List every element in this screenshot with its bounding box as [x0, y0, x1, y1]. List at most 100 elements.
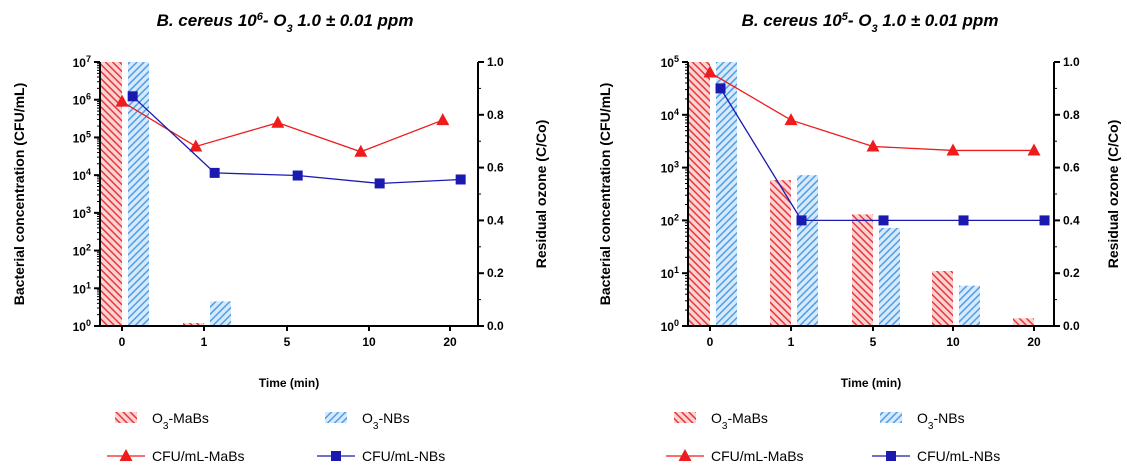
chart-title: B. cereus 106- O3 1.0 ± 0.01 ppm	[157, 11, 414, 35]
tick-exp: 0	[674, 318, 679, 328]
legend-label-cfu-nbs: CFU/mL-NBs	[362, 448, 445, 464]
tick-base: 10	[73, 320, 87, 334]
tick-base: 10	[73, 245, 87, 259]
bar-o3-nbs	[128, 62, 149, 326]
tick-base: 10	[661, 320, 675, 334]
legend-text: O	[711, 410, 722, 426]
title-sub: 3	[871, 23, 877, 35]
y-tick-label: 107	[73, 54, 91, 70]
y2-tick-label: 0.4	[487, 213, 504, 227]
x-tick-label: 5	[870, 335, 877, 349]
marker-cfu-nbs	[455, 174, 466, 185]
y-tick-label: 102	[73, 243, 91, 259]
legend-text: O	[152, 410, 163, 426]
tick-exp: 3	[86, 205, 91, 215]
title-part: - O	[263, 11, 287, 30]
y2-tick-label: 0.6	[1063, 161, 1080, 175]
x-tick-label: 20	[1027, 335, 1041, 349]
tick-base: 10	[661, 214, 675, 228]
marker-cfu-mabs	[115, 94, 129, 107]
legend-swatch-o3-mabs	[115, 412, 137, 423]
x-axis-label: Time (min)	[259, 376, 319, 390]
legend-text: O	[917, 410, 928, 426]
legend-text: -NBs	[933, 410, 964, 426]
chart-panel-2: B. cereus 105- O3 1.0 ± 0.01 ppm10010110…	[597, 11, 1121, 390]
title-part: B. cereus 10	[742, 11, 843, 30]
y2-tick-label: 1.0	[1063, 55, 1080, 69]
tick-exp: 5	[674, 54, 679, 64]
marker-cfu-mabs	[784, 113, 798, 126]
tick-exp: 6	[86, 92, 91, 102]
title-sup: 6	[257, 11, 264, 23]
y2-tick-label: 0.4	[1063, 213, 1080, 227]
y-tick-label: 100	[73, 318, 91, 334]
line-cfu-nbs	[132, 95, 461, 185]
title-part: - O	[848, 11, 872, 30]
y-tick-label: 103	[661, 160, 679, 176]
x-tick-label: 0	[707, 335, 714, 349]
legend-marker-cfu-mabs	[119, 449, 133, 461]
line-cfu-nbs	[719, 88, 1045, 222]
y-tick-label: 100	[661, 318, 679, 334]
y-tick-label: 103	[73, 205, 91, 221]
y-tick-label: 105	[73, 129, 91, 145]
legend-label-o3-nbs: O3-NBs	[917, 410, 965, 432]
y2-tick-label: 1.0	[487, 55, 504, 69]
title-part: 1.0 ± 0.01 ppm	[293, 11, 414, 30]
legend-label-cfu-mabs: CFU/mL-MaBs	[152, 448, 245, 464]
marker-cfu-mabs	[436, 113, 450, 126]
tick-base: 10	[73, 169, 87, 183]
tick-base: 10	[73, 56, 87, 70]
bar-o3-nbs	[797, 175, 818, 326]
y-axis-label: Bacterial concentration (CFU/mL)	[11, 83, 27, 305]
x-tick-label: 0	[119, 335, 126, 349]
y-tick-label: 104	[73, 167, 91, 183]
bar-o3-mabs	[183, 323, 204, 326]
x-axis-label: Time (min)	[841, 376, 901, 390]
y2-tick-label: 0.2	[1063, 266, 1080, 280]
legend-text: -MaBs	[727, 410, 767, 426]
bar-o3-nbs	[879, 227, 900, 326]
y-tick-label: 104	[661, 107, 679, 123]
y2-tick-label: 0.0	[487, 319, 504, 333]
x-tick-label: 20	[443, 335, 457, 349]
marker-cfu-mabs	[866, 139, 880, 152]
y2-tick-label: 0.6	[487, 161, 504, 175]
tick-exp: 4	[674, 107, 679, 117]
marker-cfu-nbs	[958, 215, 969, 226]
tick-exp: 0	[86, 318, 91, 328]
legend-marker-cfu-nbs	[331, 451, 341, 461]
y2-axis-label: Residual ozone (C/Co)	[533, 120, 549, 269]
tick-base: 10	[73, 282, 87, 296]
marker-cfu-mabs	[354, 144, 368, 157]
marker-cfu-nbs	[796, 215, 807, 226]
y-tick-label: 105	[661, 54, 679, 70]
x-tick-label: 10	[362, 335, 376, 349]
tick-base: 10	[73, 131, 87, 145]
tick-base: 10	[661, 109, 675, 123]
tick-exp: 1	[86, 280, 91, 290]
chart-title: B. cereus 105- O3 1.0 ± 0.01 ppm	[742, 11, 999, 35]
tick-base: 10	[661, 267, 675, 281]
bar-o3-mabs	[770, 180, 791, 326]
marker-cfu-nbs	[878, 215, 889, 226]
tick-exp: 3	[674, 160, 679, 170]
marker-cfu-nbs	[292, 170, 303, 181]
bar-o3-nbs	[210, 301, 231, 326]
line-cfu-mabs	[709, 71, 1034, 152]
tick-base: 10	[661, 56, 675, 70]
x-tick-label: 5	[284, 335, 291, 349]
title-sup: 5	[842, 11, 849, 23]
y-tick-label: 102	[661, 212, 679, 228]
tick-exp: 7	[86, 54, 91, 64]
legend-sub: 3	[163, 421, 169, 432]
x-tick-label: 10	[946, 335, 960, 349]
y-axis-label: Bacterial concentration (CFU/mL)	[597, 83, 613, 305]
legend-label-o3-mabs: O3-MaBs	[711, 410, 768, 432]
y-tick-label: 101	[73, 280, 91, 296]
legend-sub: 3	[928, 421, 934, 432]
tick-exp: 2	[86, 243, 91, 253]
